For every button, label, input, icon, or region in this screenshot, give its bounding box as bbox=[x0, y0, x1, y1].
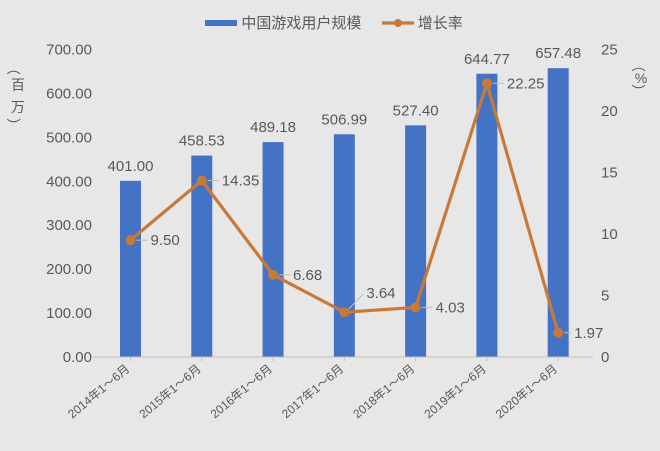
svg-text:4.03: 4.03 bbox=[436, 299, 465, 316]
svg-text:0: 0 bbox=[601, 349, 609, 366]
svg-text:10: 10 bbox=[601, 226, 618, 243]
svg-text:600.00: 600.00 bbox=[46, 85, 92, 102]
svg-text:22.25: 22.25 bbox=[507, 75, 545, 92]
svg-text:200.00: 200.00 bbox=[46, 261, 92, 278]
svg-text:527.40: 527.40 bbox=[393, 102, 439, 119]
svg-text:400.00: 400.00 bbox=[46, 173, 92, 190]
svg-text:20: 20 bbox=[601, 103, 618, 120]
svg-text:500.00: 500.00 bbox=[46, 129, 92, 146]
svg-text:506.99: 506.99 bbox=[321, 111, 367, 128]
svg-text:300.00: 300.00 bbox=[46, 217, 92, 234]
svg-text:5: 5 bbox=[601, 288, 609, 305]
svg-text:25: 25 bbox=[601, 42, 618, 59]
svg-text:0.00: 0.00 bbox=[63, 349, 92, 366]
svg-text:458.53: 458.53 bbox=[179, 133, 225, 150]
svg-text:657.48: 657.48 bbox=[535, 45, 581, 62]
svg-text:700.00: 700.00 bbox=[46, 42, 92, 59]
svg-text:401.00: 401.00 bbox=[108, 158, 154, 175]
svg-text:100.00: 100.00 bbox=[46, 305, 92, 322]
svg-text:489.18: 489.18 bbox=[250, 119, 296, 136]
svg-text:644.77: 644.77 bbox=[464, 51, 510, 68]
svg-text:14.35: 14.35 bbox=[222, 173, 260, 190]
svg-text:6.68: 6.68 bbox=[293, 267, 322, 284]
svg-text:1.97: 1.97 bbox=[574, 325, 603, 342]
svg-text:15: 15 bbox=[601, 165, 618, 182]
svg-text:3.64: 3.64 bbox=[366, 285, 395, 302]
svg-text:9.50: 9.50 bbox=[151, 232, 180, 249]
